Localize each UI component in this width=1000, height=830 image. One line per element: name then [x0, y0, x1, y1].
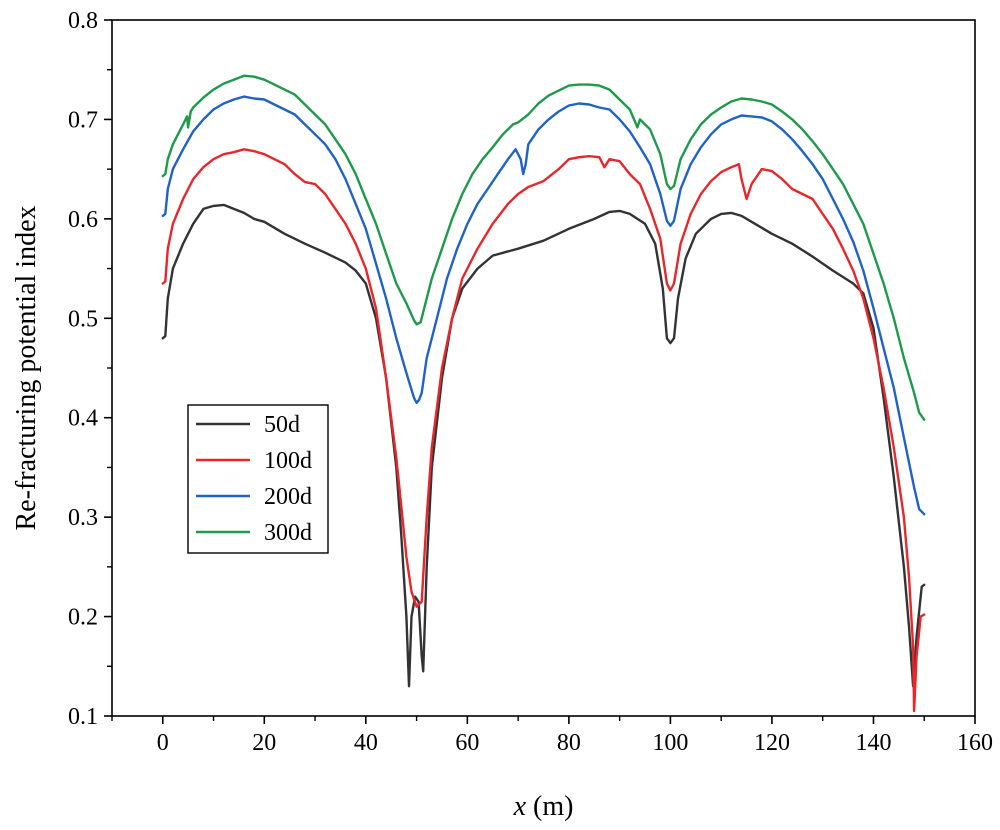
y-axis-title: Re-fracturing potential index: [11, 206, 42, 531]
x-axis-unit: (m): [526, 791, 573, 822]
x-axis-title: x (m): [513, 791, 574, 822]
x-tick-label: 100: [652, 730, 688, 756]
y-tick-label: 0.6: [68, 207, 98, 233]
x-tick-label: 40: [354, 730, 378, 756]
x-tick-label: 80: [557, 730, 581, 756]
y-tick-label: 0.2: [68, 605, 98, 631]
series-line-50d: [161, 203, 926, 688]
y-tick-label: 0.3: [68, 505, 98, 531]
plot-area: [111, 19, 976, 717]
x-tick-label: 120: [754, 730, 790, 756]
y-tick-label: 0.8: [68, 8, 98, 34]
series-line-100d: [161, 148, 926, 713]
legend: 50d 100d 200d 300d: [187, 404, 329, 554]
x-tick-label: 0: [157, 730, 169, 756]
x-tick-label: 20: [252, 730, 276, 756]
x-axis: 0 20 40 60 80 100 120 140 160: [111, 716, 993, 756]
y-axis: 0.1 0.2 0.3 0.4 0.5 0.6 0.7 0.8: [68, 8, 112, 730]
legend-box: [187, 404, 329, 554]
y-tick-label: 0.5: [68, 306, 98, 332]
legend-label-200d: 200d: [264, 484, 312, 510]
y-tick-label: 0.7: [68, 107, 98, 133]
x-tick-label: 140: [855, 730, 891, 756]
legend-label-50d: 50d: [264, 412, 300, 438]
x-tick-label: 160: [957, 730, 993, 756]
series-line-200d: [161, 95, 926, 516]
legend-label-300d: 300d: [264, 520, 312, 546]
x-tick-label: 60: [455, 730, 479, 756]
legend-label-100d: 100d: [264, 448, 312, 474]
y-tick-label: 0.1: [68, 704, 98, 730]
y-tick-label: 0.4: [68, 406, 98, 432]
series-line-300d: [161, 74, 926, 421]
x-axis-variable: x: [513, 791, 527, 822]
